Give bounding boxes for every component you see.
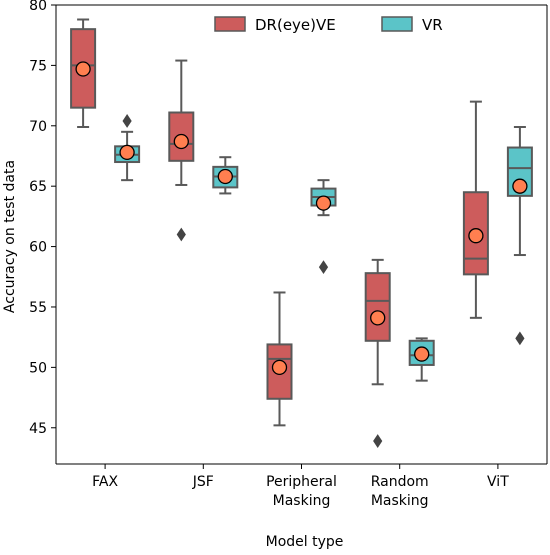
mean-marker (75, 61, 91, 77)
box-vr-0 (114, 114, 141, 182)
x-tick-label: JSF (192, 474, 214, 490)
outlier-point (373, 434, 383, 448)
legend-item-vr: VR (381, 16, 443, 34)
outlier-point (122, 114, 132, 128)
x-tick-label: Masking (273, 493, 331, 509)
mean-marker (271, 359, 288, 376)
mean-marker (370, 310, 386, 326)
mean-marker (468, 228, 484, 244)
y-tick-label: 75 (29, 58, 47, 74)
mean-marker (119, 144, 135, 161)
box-body (506, 146, 533, 197)
x-tick-label: Masking (371, 493, 429, 509)
outlier-point (515, 331, 525, 346)
legend-swatch (214, 16, 246, 32)
x-tick-label: ViT (487, 474, 509, 490)
legend-label: DR(eye)VE (255, 16, 336, 34)
y-axis-title: Accuracy on test data (2, 160, 18, 313)
box-dr-eye-ve-1 (168, 59, 195, 242)
legend-item-dr-eye-ve: DR(eye)VE (214, 16, 336, 34)
outlier-point (176, 227, 186, 242)
mean-marker (512, 178, 528, 194)
box-body (462, 191, 489, 276)
box-dr-eye-ve-3 (364, 258, 391, 448)
box-dr-eye-ve-2 (266, 291, 293, 427)
legend: DR(eye)VE VR (214, 16, 443, 34)
box-dr-eye-ve-4 (462, 100, 489, 319)
y-tick-label: 45 (29, 421, 47, 437)
y-tick-label: 70 (29, 119, 47, 135)
outlier-point (318, 260, 329, 275)
x-tick-label: Peripheral (266, 474, 337, 490)
box-vr-3 (408, 337, 435, 382)
y-tick-label: 65 (29, 179, 47, 195)
mean-marker (414, 346, 430, 362)
mean-marker (173, 133, 189, 150)
x-tick-label: FAX (92, 474, 118, 490)
chart-marks (70, 18, 533, 448)
box-vr-1 (212, 156, 239, 195)
y-tick-label: 60 (29, 240, 47, 256)
legend-label: VR (422, 16, 443, 34)
legend-swatch (381, 16, 413, 32)
y-tick-label: 55 (29, 300, 47, 316)
box-dr-eye-ve-0 (70, 18, 97, 128)
mean-marker (217, 168, 233, 185)
box-body (364, 272, 391, 342)
y-tick-label: 50 (29, 360, 47, 376)
mean-marker (315, 195, 332, 211)
x-axis-title: Model type (266, 534, 344, 550)
box-vr-2 (310, 179, 337, 275)
x-tick-label: Random (371, 474, 429, 490)
box-vr-4 (506, 125, 533, 346)
y-tick-label: 80 (29, 0, 47, 14)
